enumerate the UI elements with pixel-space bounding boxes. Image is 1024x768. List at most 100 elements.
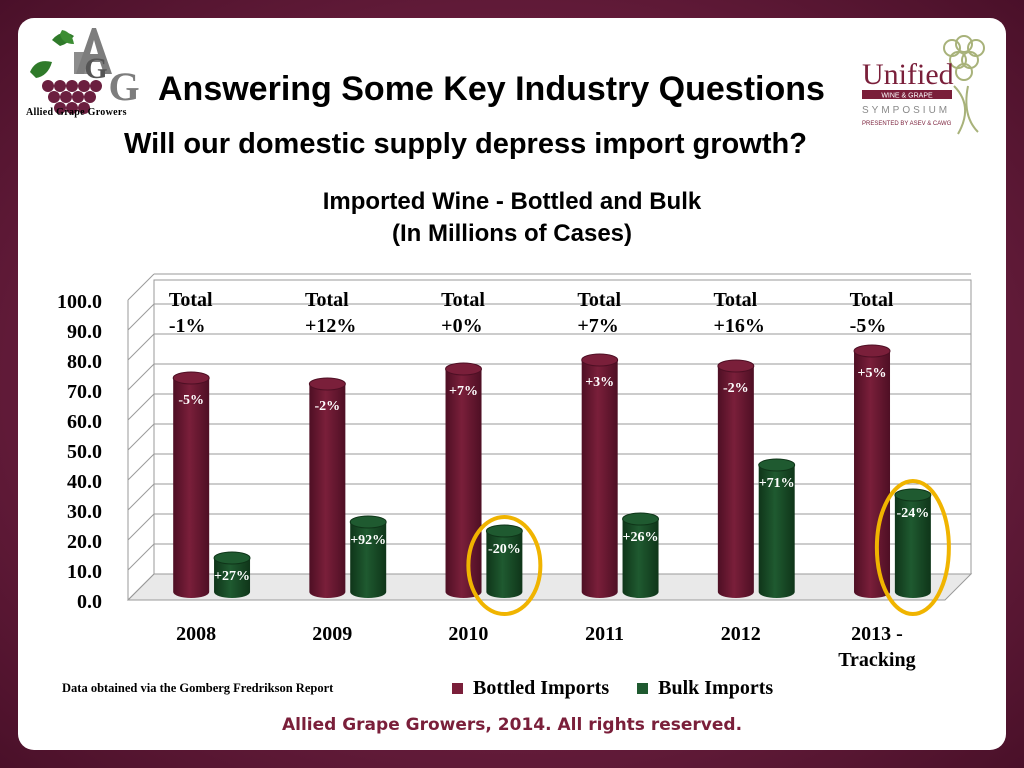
bar-bulk: [758, 458, 796, 598]
bar-body: [622, 519, 659, 598]
chart-legend: Bottled Imports Bulk Imports: [452, 677, 773, 700]
x-category-label: Tracking: [838, 649, 915, 671]
total-label: +12%: [305, 315, 356, 337]
bar-bulk: [622, 512, 660, 598]
bar-top: [349, 515, 387, 529]
bar-data-label: +92%: [350, 533, 386, 548]
total-label: Total: [714, 289, 758, 311]
bar-data-label: +27%: [214, 569, 250, 584]
gridline-diagonal: [127, 303, 155, 331]
bar-body: [758, 465, 795, 598]
bar-bottled: [581, 353, 619, 598]
bar-body: [309, 384, 346, 598]
chart-floor: [126, 573, 973, 601]
bar-data-label: -20%: [488, 542, 521, 557]
chart-title: Imported Wine - Bottled and Bulk (In Mil…: [260, 186, 764, 250]
y-tick-label: 10.0: [67, 561, 102, 583]
y-tick-label: 70.0: [67, 381, 102, 403]
total-label: -5%: [850, 315, 887, 337]
y-tick-label: 30.0: [67, 501, 102, 523]
bar-top: [213, 551, 251, 565]
legend-swatch-bottled: [452, 683, 463, 694]
copyright-footer: Allied Grape Growers, 2014. All rights r…: [281, 715, 743, 735]
gridline-diagonal: [127, 333, 155, 361]
total-label: +16%: [714, 315, 765, 337]
x-category-label: 2010: [448, 623, 488, 645]
unified-symposium-logo: Unified WINE & GRAPE SYMPOSIUM PRESENTED…: [862, 35, 985, 135]
chart-back-wall: [153, 279, 972, 575]
x-category-label: 2013 -: [851, 623, 903, 645]
y-tick-label: 100.0: [57, 291, 102, 313]
bar-data-label: +5%: [858, 366, 887, 381]
gridline-diagonal: [127, 543, 155, 571]
bar-bottled: [717, 359, 755, 598]
bar-body: [894, 495, 931, 598]
bar-top: [485, 524, 523, 538]
y-tick-label: 20.0: [67, 531, 102, 553]
total-label: -1%: [169, 315, 206, 337]
gridline-diagonal: [127, 393, 155, 421]
bar-bulk: [894, 488, 932, 598]
bar-data-label: -2%: [723, 381, 749, 396]
bar-bottled: [172, 371, 210, 598]
bar-top: [717, 359, 755, 373]
total-label: Total: [577, 289, 621, 311]
y-tick-label: 50.0: [67, 441, 102, 463]
y-tick-label: 40.0: [67, 471, 102, 493]
bar-body: [854, 351, 891, 598]
total-label: Total: [441, 289, 485, 311]
source-note: Data obtained via the Gomberg Fredrikson…: [62, 681, 334, 695]
y-tick-label: 80.0: [67, 351, 102, 373]
y-tick-label: 90.0: [67, 321, 102, 343]
y-tick-label: 60.0: [67, 411, 102, 433]
bar-bulk: [213, 551, 251, 598]
bar-data-label: -24%: [897, 506, 930, 521]
gridline-diagonal: [127, 423, 155, 451]
total-label: +0%: [441, 315, 482, 337]
bar-top: [853, 344, 891, 358]
x-category-label: 2012: [721, 623, 761, 645]
bar-bottled: [308, 377, 346, 598]
gridline-diagonal: [127, 363, 155, 391]
bar-data-label: -2%: [315, 399, 341, 414]
svg-text:PRESENTED BY ASEV & CAWG: PRESENTED BY ASEV & CAWG: [862, 121, 952, 127]
allied-grape-growers-logo: G G: [30, 28, 140, 114]
bar-body: [581, 360, 618, 598]
bar-bulk: [485, 524, 523, 598]
x-category-label: 2009: [312, 623, 352, 645]
x-category-label: 2011: [585, 623, 624, 645]
bar-data-label: +26%: [623, 530, 659, 545]
legend-label-bulk: Bulk Imports: [658, 677, 774, 699]
bar-body: [445, 369, 482, 598]
bar-top: [758, 458, 796, 472]
bar-data-label: +3%: [585, 375, 614, 390]
svg-text:G: G: [108, 64, 139, 109]
gridline-diagonal: [127, 573, 155, 601]
legend-swatch-bulk: [637, 683, 649, 694]
svg-text:WINE & GRAPE: WINE & GRAPE: [881, 93, 933, 100]
bar-body: [214, 558, 251, 598]
gridline-diagonal: [127, 453, 155, 481]
bar-body: [486, 531, 523, 598]
gridline-diagonal: [127, 483, 155, 511]
bar-data-label: -5%: [178, 393, 204, 408]
bar-body: [173, 378, 210, 598]
gridline-diagonal: [127, 273, 155, 301]
bar-body: [350, 522, 387, 598]
bar-body: [717, 366, 754, 598]
chart-title-line-2: (In Millions of Cases): [391, 220, 633, 247]
bar-data-label: +7%: [449, 384, 478, 399]
total-label: Total: [169, 289, 213, 311]
bar-top: [445, 362, 483, 376]
legend-label-bottled: Bottled Imports: [473, 677, 610, 699]
bar-bottled: [853, 344, 891, 598]
bar-top: [172, 371, 210, 385]
bar-top: [581, 353, 619, 367]
bar-top: [894, 488, 932, 502]
total-label: +7%: [577, 315, 618, 337]
bar-top: [308, 377, 346, 391]
svg-text:G: G: [84, 52, 107, 85]
slide-title: Answering Some Key Industry Questions: [158, 70, 825, 108]
x-category-label: 2008: [176, 623, 216, 645]
